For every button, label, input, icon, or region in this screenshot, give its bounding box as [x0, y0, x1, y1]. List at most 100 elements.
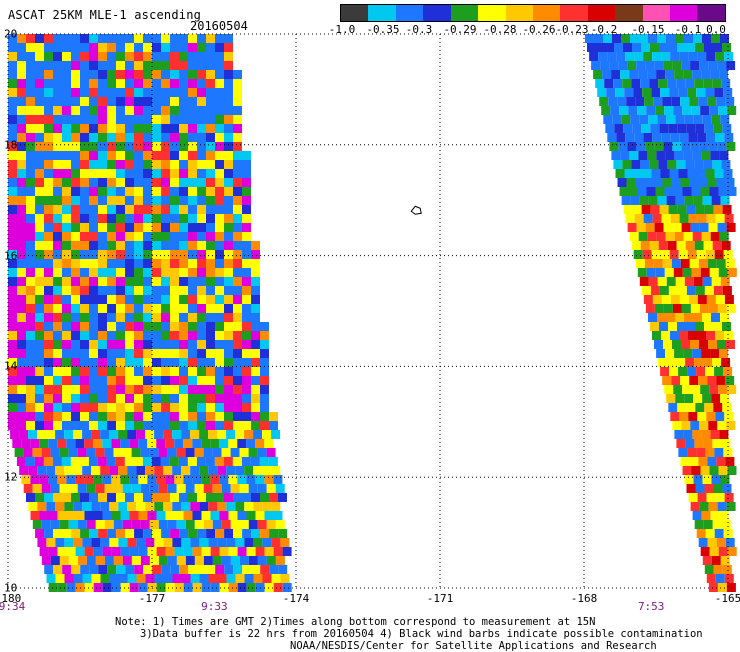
wind-cell	[62, 97, 71, 106]
wind-cell	[98, 250, 107, 259]
wind-cell	[224, 304, 233, 313]
wind-cell	[26, 34, 35, 43]
wind-cell	[253, 502, 263, 511]
wind-cell	[710, 511, 720, 520]
wind-cell	[134, 376, 143, 385]
wind-cell	[680, 97, 690, 106]
wind-cell	[251, 421, 260, 430]
wind-cell	[206, 52, 215, 61]
x-tick-label: -168	[570, 592, 598, 605]
wind-cell	[84, 475, 94, 484]
wind-cell	[717, 502, 727, 511]
wind-cell	[715, 295, 725, 304]
wind-cell	[129, 547, 139, 556]
wind-cell	[708, 223, 718, 232]
wind-cell	[215, 250, 224, 259]
wind-cell	[35, 268, 44, 277]
wind-cell	[53, 214, 62, 223]
wind-cell	[658, 241, 668, 250]
wind-cell	[134, 529, 144, 538]
wind-cell	[683, 430, 693, 439]
wind-cell	[233, 385, 242, 394]
wind-cell	[188, 322, 197, 331]
wind-cell	[134, 97, 143, 106]
wind-cell	[134, 88, 143, 97]
wind-cell	[170, 70, 179, 79]
wind-cell	[145, 466, 155, 475]
wind-cell	[652, 295, 662, 304]
wind-cell	[80, 124, 89, 133]
wind-cell	[686, 124, 696, 133]
wind-cell	[46, 430, 56, 439]
wind-cell	[251, 529, 261, 538]
wind-cell	[152, 142, 161, 151]
wind-cell	[145, 430, 155, 439]
wind-cell	[720, 34, 729, 43]
wind-cell	[720, 556, 730, 565]
wind-cell	[122, 520, 132, 529]
wind-cell	[143, 529, 153, 538]
wind-cell	[116, 412, 125, 421]
wind-cell	[206, 115, 215, 124]
wind-cell	[35, 313, 44, 322]
wind-cell	[706, 133, 716, 142]
wind-cell	[625, 214, 635, 223]
wind-cell	[26, 277, 35, 286]
wind-cell	[242, 367, 251, 376]
wind-cell	[125, 106, 134, 115]
wind-cell	[197, 313, 206, 322]
wind-cell	[726, 61, 736, 70]
wind-cell	[628, 187, 638, 196]
wind-cell	[89, 493, 98, 502]
wind-cell	[80, 268, 89, 277]
wind-cell	[170, 250, 179, 259]
wind-cell	[233, 313, 242, 322]
wind-cell	[262, 574, 272, 583]
wind-cell	[17, 241, 26, 250]
wind-cell	[179, 52, 188, 61]
wind-cell	[179, 493, 188, 502]
wind-cell	[44, 160, 53, 169]
wind-cell	[255, 475, 265, 484]
wind-cell	[694, 358, 704, 367]
wind-cell	[116, 421, 125, 430]
wind-cell	[179, 565, 189, 574]
wind-cell	[116, 349, 125, 358]
wind-cell	[179, 97, 188, 106]
wind-cell	[167, 484, 177, 493]
wind-cell	[125, 394, 134, 403]
wind-cell	[170, 529, 180, 538]
wind-cell	[224, 394, 233, 403]
wind-cell	[206, 106, 215, 115]
wind-cell	[678, 448, 688, 457]
wind-cell	[699, 421, 709, 430]
wind-cell	[125, 241, 134, 250]
wind-cell	[215, 196, 224, 205]
colorbar-tick-label: -0.35	[366, 23, 400, 36]
wind-cell	[107, 97, 116, 106]
wind-cell	[71, 565, 81, 574]
wind-cell	[702, 313, 711, 322]
wind-cell	[161, 205, 170, 214]
wind-cell	[179, 241, 188, 250]
wind-cell	[26, 115, 35, 124]
wind-cell	[251, 250, 260, 259]
wind-cell	[161, 322, 170, 331]
wind-cell	[233, 160, 242, 169]
wind-cell	[206, 403, 215, 412]
wind-cell	[80, 250, 89, 259]
colorbar-tick-label: -0.3	[405, 23, 433, 36]
wind-cell	[701, 430, 711, 439]
wind-cell	[44, 259, 53, 268]
wind-cell	[93, 547, 103, 556]
wind-cell	[713, 286, 723, 295]
wind-cell	[188, 178, 197, 187]
wind-cell	[651, 88, 661, 97]
wind-cell	[242, 529, 252, 538]
wind-cell	[723, 529, 733, 538]
wind-cell	[170, 394, 179, 403]
wind-cell	[593, 70, 603, 79]
wind-cell	[143, 241, 152, 250]
wind-cell	[17, 232, 26, 241]
wind-cell	[17, 178, 26, 187]
